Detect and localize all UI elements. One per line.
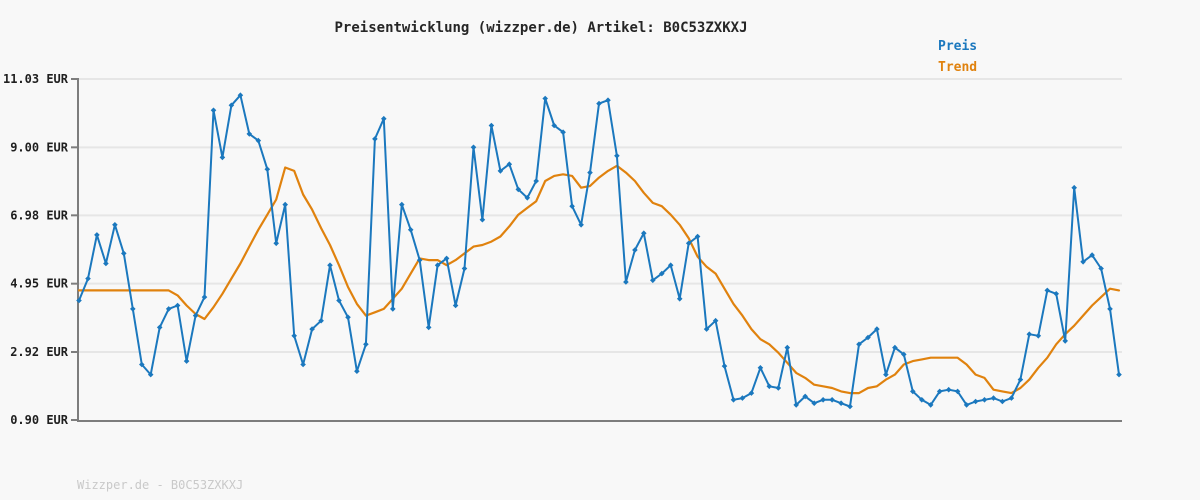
axis-lines [77,78,1122,422]
gridlines [78,78,1122,354]
price-line-series [76,92,1122,410]
y-axis-ticks [71,78,78,421]
y-axis-tick-label: 4.95 EUR [10,277,69,291]
trend-line-series [77,164,1121,395]
y-axis-tick-label: 9.00 EUR [10,140,69,154]
price-point-markers [76,92,1122,410]
y-axis-tick-label: 2.92 EUR [10,345,69,359]
price-chart: 11.03 EUR 9.00 EUR 6.98 EUR 4.95 EUR 2.92 EU… [3,72,1122,427]
price-line [78,94,1120,408]
legend: Preis Trend [938,39,977,75]
trend-line [77,164,1121,395]
y-axis-tick-label: 6.98 EUR [10,208,69,222]
chart-title: Preisentwicklung (wizzper.de) Artikel: B… [334,20,748,36]
legend-preis-label: Preis [938,39,978,54]
watermark: Wizzper.de - B0C53ZXKXJ [77,478,244,492]
y-axis-tick-labels: 11.03 EUR 9.00 EUR 6.98 EUR 4.95 EUR 2.92 EU… [3,72,69,427]
legend-trend-label: Trend [938,60,978,75]
y-axis-tick-label: 11.03 EUR [3,72,69,86]
y-axis-tick-label: 0.90 EUR [10,413,69,427]
